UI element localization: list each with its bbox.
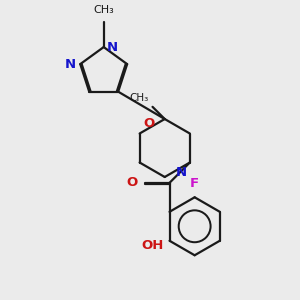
Text: CH₃: CH₃: [93, 5, 114, 15]
Text: OH: OH: [141, 239, 164, 252]
Text: CH₃: CH₃: [130, 93, 149, 103]
Text: F: F: [190, 177, 199, 190]
Text: O: O: [143, 118, 155, 130]
Text: N: N: [176, 166, 187, 178]
Text: N: N: [107, 40, 118, 54]
Text: N: N: [64, 58, 76, 70]
Text: O: O: [126, 176, 137, 189]
